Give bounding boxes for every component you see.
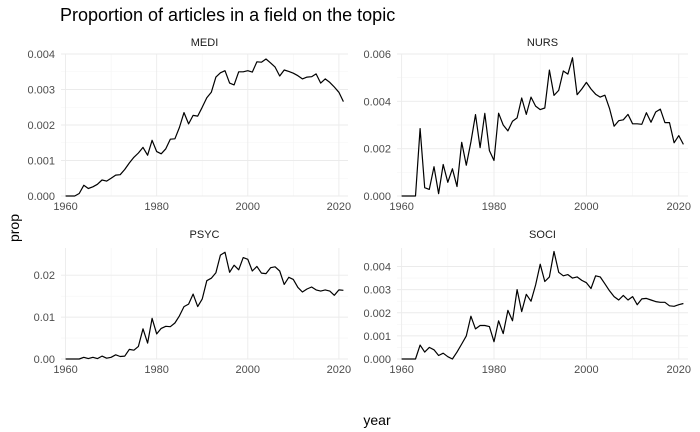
series-line-nurs xyxy=(401,57,684,197)
x-tick-label: 1960 xyxy=(389,201,413,213)
panel-psyc: PSYC 1960 1980 2000 2020 0.00 0.01 0.02 xyxy=(34,229,352,376)
x-tick-label: 2000 xyxy=(236,201,260,213)
x-tick-label: 2020 xyxy=(667,364,691,376)
y-tick-label: 0.004 xyxy=(27,49,55,61)
series-line-psyc xyxy=(65,251,344,360)
panels: MEDI 1960 1980 2000 2020 0.000 0.001 0.002 0.003… xyxy=(27,37,691,376)
x-tick-label: 2000 xyxy=(574,364,598,376)
x-axis-label: year xyxy=(363,412,391,428)
x-tick-label: 2020 xyxy=(667,201,691,213)
panel-strip-label: PSYC xyxy=(190,229,220,241)
y-tick-label: 0.001 xyxy=(363,331,391,343)
panel-soci: SOCI 1960 1980 2000 2020 0.000 0.001 0.002 0.003… xyxy=(363,229,691,376)
y-tick-label: 0.003 xyxy=(363,285,391,297)
y-tick-label: 0.01 xyxy=(34,312,55,324)
y-tick-label: 0.002 xyxy=(363,144,391,156)
panel-strip-label: SOCI xyxy=(529,229,556,241)
x-tick-label: 2020 xyxy=(327,364,351,376)
y-tick-label: 0.000 xyxy=(27,191,55,203)
series-line-soci xyxy=(401,250,684,360)
series-line-medi xyxy=(65,58,344,197)
y-tick-label: 0.000 xyxy=(363,354,391,366)
x-tick-label: 1960 xyxy=(53,201,77,213)
y-tick-label: 0.003 xyxy=(27,85,55,97)
panel-nurs: NURS 1960 1980 2000 2020 0.000 0.002 0.004 0.006 xyxy=(363,37,691,213)
x-tick-label: 1980 xyxy=(144,201,168,213)
x-tick-label: 2000 xyxy=(574,201,598,213)
x-tick-label: 2020 xyxy=(327,201,351,213)
x-tick-label: 1960 xyxy=(389,364,413,376)
chart-title: Proportion of articles in a field on the… xyxy=(60,5,395,25)
x-tick-label: 1980 xyxy=(482,201,506,213)
y-tick-label: 0.000 xyxy=(363,191,391,203)
y-tick-label: 0.02 xyxy=(34,270,55,282)
panel-strip-label: NURS xyxy=(527,37,558,49)
y-axis-label: prop xyxy=(6,214,22,242)
x-tick-label: 2000 xyxy=(236,364,260,376)
x-tick-label: 1980 xyxy=(482,364,506,376)
y-tick-label: 0.004 xyxy=(363,96,391,108)
y-tick-label: 0.006 xyxy=(363,49,391,61)
x-tick-label: 1960 xyxy=(53,364,77,376)
y-tick-label: 0.00 xyxy=(34,354,55,366)
x-tick-label: 1980 xyxy=(144,364,168,376)
y-tick-label: 0.004 xyxy=(363,262,391,274)
y-tick-label: 0.002 xyxy=(27,120,55,132)
panel-strip-label: MEDI xyxy=(191,37,219,49)
y-tick-label: 0.002 xyxy=(363,308,391,320)
panel-medi: MEDI 1960 1980 2000 2020 0.000 0.001 0.002 0.003… xyxy=(27,37,351,213)
y-tick-label: 0.001 xyxy=(27,156,55,168)
